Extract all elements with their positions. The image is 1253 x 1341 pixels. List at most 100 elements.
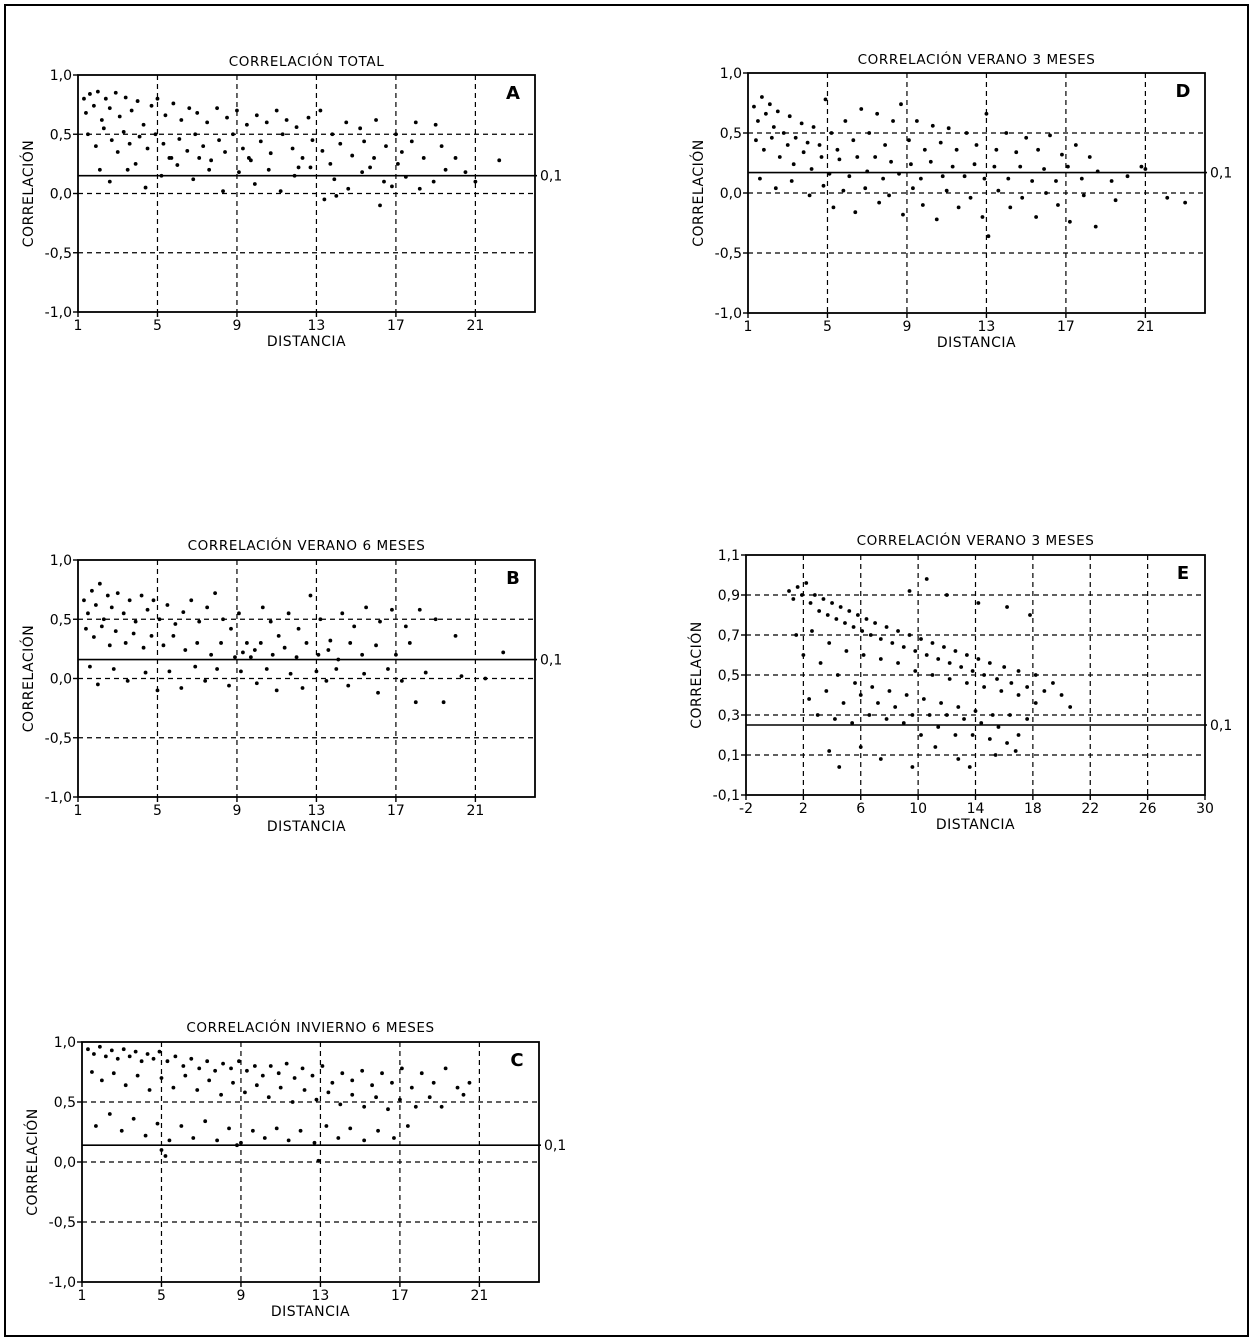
data-point	[88, 92, 92, 96]
data-point	[801, 653, 806, 657]
data-point	[403, 624, 408, 629]
data-point	[306, 115, 311, 120]
data-point	[936, 657, 941, 661]
data-point	[883, 143, 887, 147]
data-point	[314, 669, 319, 674]
data-point	[973, 709, 978, 713]
data-point	[233, 655, 237, 660]
data-point	[376, 1128, 380, 1133]
data-point	[127, 1054, 132, 1059]
x-tick-label: 17	[391, 1288, 409, 1304]
data-point	[1006, 176, 1011, 181]
data-point	[288, 671, 293, 676]
data-point	[970, 669, 975, 673]
panel-letter: E	[1177, 563, 1189, 584]
data-point	[1125, 174, 1130, 179]
x-tick-label: 2	[799, 801, 808, 817]
x-tick-label: 6	[856, 801, 865, 817]
data-point	[1005, 741, 1009, 745]
data-point	[761, 147, 766, 152]
data-point	[318, 108, 323, 113]
data-point	[807, 697, 812, 701]
data-point	[907, 589, 912, 593]
x-tick-label: 22	[1081, 801, 1099, 817]
data-point	[161, 141, 166, 146]
data-point	[443, 167, 448, 172]
data-point	[859, 107, 864, 111]
data-point	[1030, 179, 1035, 183]
data-point	[139, 1059, 144, 1064]
data-point	[1025, 717, 1030, 721]
data-point	[439, 144, 444, 149]
data-point	[304, 641, 309, 645]
data-point	[1004, 131, 1009, 135]
data-point	[302, 1088, 307, 1092]
data-point	[1059, 693, 1064, 697]
data-point	[831, 205, 836, 210]
data-point	[1066, 164, 1070, 169]
x-tick-label: 10	[909, 801, 927, 817]
panel-c: 0,1 1 5 9 13 17 21 -1,0 -0,5 0,0 0,5 1,0 CORRELACIÓN…	[23, 1018, 566, 1320]
data-point	[407, 641, 412, 645]
data-point	[298, 1128, 303, 1133]
data-point	[82, 96, 86, 101]
data-point	[203, 678, 208, 683]
data-point	[875, 111, 880, 116]
data-point	[821, 183, 826, 188]
data-point	[107, 643, 112, 648]
data-point	[1056, 203, 1060, 207]
data-point	[360, 652, 365, 657]
data-point	[252, 1064, 257, 1068]
y-axis-label: CORRELACIÓN	[687, 621, 705, 728]
data-point	[274, 1126, 279, 1131]
data-point	[791, 162, 796, 167]
data-point	[901, 212, 905, 217]
data-point	[157, 1049, 162, 1054]
panels: 0,11 5 9 13 17 21-1,0-0,50,00,51,0CORRELACIÓN…	[19, 50, 1232, 1320]
data-point	[260, 605, 265, 610]
data-point	[913, 669, 918, 673]
data-point	[417, 607, 422, 612]
data-point	[370, 1083, 374, 1088]
data-point	[970, 733, 975, 737]
x-axis-label: DISTANCIA	[936, 817, 1015, 833]
data-point	[167, 669, 172, 674]
data-point	[1028, 613, 1032, 617]
data-point	[145, 607, 150, 612]
data-point	[258, 641, 263, 645]
data-point	[374, 643, 378, 648]
data-point	[752, 104, 756, 109]
data-point	[804, 581, 809, 585]
data-point	[773, 186, 778, 191]
data-point	[346, 186, 351, 191]
data-point	[248, 655, 253, 660]
data-point	[125, 678, 130, 683]
data-point	[827, 749, 832, 753]
data-point	[821, 597, 826, 601]
data-point	[976, 601, 981, 605]
data-point	[270, 652, 275, 657]
data-point	[1014, 150, 1019, 155]
data-point	[956, 705, 961, 709]
data-point	[219, 641, 223, 645]
threshold-label: 0,1	[544, 1138, 566, 1154]
data-point	[1033, 673, 1038, 677]
y-tick-label: 0,5	[718, 668, 740, 684]
data-point	[889, 159, 893, 164]
data-point	[1060, 152, 1064, 157]
x-tick-label: 1	[74, 318, 83, 334]
data-point	[183, 1073, 188, 1078]
data-point	[972, 162, 977, 167]
data-point	[350, 1092, 355, 1097]
data-point	[864, 617, 869, 621]
data-point	[173, 1054, 178, 1059]
data-point	[1054, 179, 1058, 183]
data-point	[237, 170, 241, 175]
data-point	[244, 641, 249, 645]
data-point	[316, 652, 321, 657]
data-point	[262, 1136, 267, 1140]
data-point	[827, 171, 832, 176]
data-point	[300, 1066, 305, 1071]
data-point	[1068, 705, 1073, 709]
data-point	[907, 633, 912, 637]
